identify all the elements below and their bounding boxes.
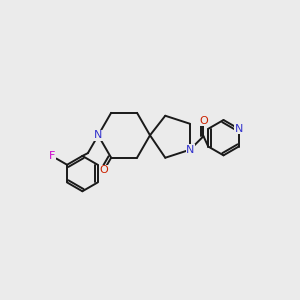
Text: F: F: [49, 151, 55, 161]
Text: O: O: [199, 116, 208, 126]
Text: O: O: [99, 166, 108, 176]
Text: N: N: [94, 130, 102, 140]
Text: N: N: [235, 124, 243, 134]
Text: N: N: [186, 145, 195, 155]
